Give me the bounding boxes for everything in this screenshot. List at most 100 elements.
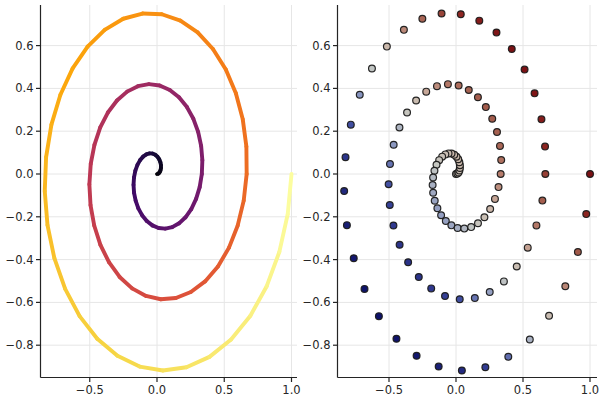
scatter-point: [454, 225, 461, 232]
scatter-point: [341, 188, 348, 195]
scatter-point: [456, 296, 463, 303]
line-segment: [54, 258, 65, 289]
scatter-point: [390, 141, 397, 148]
scatter-point: [486, 289, 493, 296]
line-segment: [117, 356, 139, 367]
y-tick-label: −0.2: [303, 210, 331, 224]
scatter-point: [475, 220, 482, 227]
line-segment: [162, 14, 181, 20]
scatter-point: [347, 121, 354, 128]
line-segment: [205, 266, 218, 281]
line-segment: [236, 93, 243, 119]
line-segment: [187, 107, 193, 119]
y-tick-label: −0.8: [303, 338, 331, 352]
scatter-point: [457, 11, 464, 18]
scatter-point: [400, 26, 407, 33]
scatter-point: [533, 222, 540, 229]
line-segment: [94, 226, 100, 245]
x-tick-label: 0.5: [514, 383, 532, 397]
scatter-point: [482, 104, 489, 111]
line-segment: [80, 316, 98, 339]
scatter-point: [476, 17, 483, 24]
scatter-point: [415, 274, 422, 281]
line-segment: [48, 225, 55, 258]
line-segment: [108, 100, 117, 112]
scatter-point: [500, 278, 507, 285]
line-segment: [132, 288, 146, 296]
scatter-point: [492, 196, 499, 203]
scatter-point: [489, 115, 496, 122]
y-tick-label: −0.4: [303, 253, 331, 267]
scatter-point: [471, 295, 478, 302]
scatter-point: [361, 286, 368, 293]
scatter-point: [369, 65, 376, 72]
scatter-point: [508, 46, 515, 53]
scatter-point: [468, 224, 475, 231]
y-tick-label: 0.0: [15, 167, 33, 181]
scatter-point: [430, 189, 437, 196]
line-segment: [45, 157, 46, 191]
scatter-point: [542, 171, 549, 178]
scatter-point: [497, 171, 504, 178]
line-segment: [202, 160, 203, 174]
scatter-point: [513, 263, 520, 270]
scatter-point: [434, 205, 441, 212]
scatter-point: [438, 10, 445, 17]
line-segment: [176, 292, 191, 298]
scatter-point: [542, 143, 549, 150]
scatter-point: [482, 364, 489, 371]
line-segment: [120, 277, 132, 288]
line-segment: [146, 296, 161, 299]
scatter-point: [531, 90, 538, 97]
scatter-point: [404, 109, 411, 116]
line-segment: [100, 113, 108, 128]
x-tick-label: 0.0: [447, 383, 465, 397]
scatter-point: [429, 182, 436, 189]
y-tick-label: 0.6: [15, 39, 33, 53]
line-segment: [200, 174, 202, 187]
scatter-point: [505, 353, 512, 360]
line-segment: [140, 367, 163, 371]
scatter-point: [442, 293, 449, 300]
ticks: −0.50.00.51.0−0.8−0.6−0.4−0.20.00.20.40.…: [6, 39, 301, 397]
line-segment: [229, 225, 238, 247]
line-segment: [226, 70, 236, 94]
line-segment: [186, 357, 209, 367]
subplot-left: −0.50.00.51.0−0.8−0.6−0.4−0.20.00.20.40.…: [6, 5, 301, 397]
y-tick-label: 0.6: [312, 39, 330, 53]
line-segment: [89, 164, 90, 184]
scatter-point: [494, 129, 501, 136]
line-segment: [46, 125, 51, 157]
line-segment: [238, 201, 244, 226]
x-tick-label: −0.5: [76, 383, 104, 397]
line-segment: [231, 316, 250, 340]
line-segment: [94, 127, 100, 144]
x-tick-label: 0.5: [215, 383, 233, 397]
scatter-point: [538, 116, 545, 123]
line-segment: [163, 367, 187, 370]
x-tick-label: −0.5: [375, 383, 403, 397]
line-segment: [60, 68, 72, 94]
line-segment: [51, 95, 60, 125]
scatter-point: [390, 222, 397, 229]
scatter-point: [562, 283, 569, 290]
line-segment: [180, 21, 197, 33]
line-segment: [45, 191, 48, 225]
line-segment: [91, 205, 95, 225]
scatter-point: [385, 181, 392, 188]
scatter-point: [375, 313, 382, 320]
line-segment: [109, 262, 120, 277]
x-tick-label: 1.0: [581, 383, 599, 397]
scatter-point: [524, 244, 531, 251]
scatter-point: [493, 29, 500, 36]
x-tick-label: 1.0: [282, 383, 300, 397]
line-segment: [267, 252, 280, 286]
y-tick-label: −0.6: [6, 295, 34, 309]
line-segment: [250, 286, 266, 316]
scatter-point: [431, 197, 438, 204]
scatter-point: [445, 81, 452, 88]
x-tick-label: 0.0: [148, 383, 166, 397]
scatter-point: [539, 197, 546, 204]
scatter-point: [342, 154, 349, 161]
scatter-point: [383, 43, 390, 50]
